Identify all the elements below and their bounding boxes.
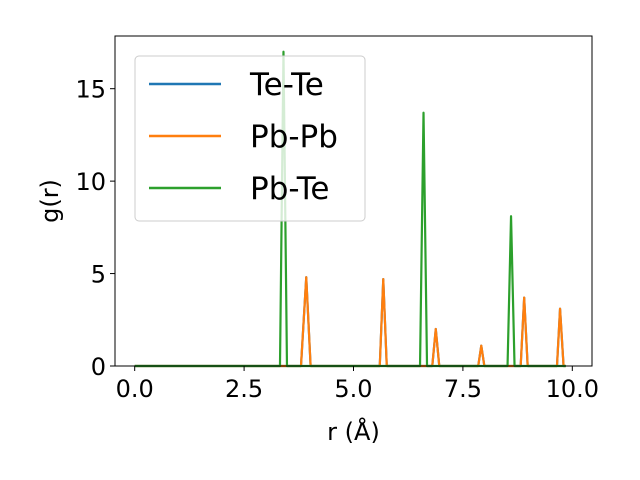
x-tick-label: 5.0 — [334, 375, 372, 403]
y-axis-label: g(r) — [36, 179, 64, 223]
legend-box — [134, 55, 366, 222]
x-tick-label: 10.0 — [546, 375, 599, 403]
y-ticks: 0 5 10 15 — [75, 76, 115, 381]
legend: Te-Te Pb-Pb Pb-Te — [134, 55, 366, 222]
x-tick-label: 7.5 — [444, 375, 482, 403]
y-tick-label: 5 — [91, 261, 106, 289]
x-ticks: 0.0 2.5 5.0 7.5 10.0 — [116, 366, 599, 403]
y-tick-label: 0 — [91, 353, 106, 381]
legend-label-pb-te: Pb-Te — [250, 171, 329, 207]
legend-label-te-te: Te-Te — [249, 67, 324, 103]
x-tick-label: 0.0 — [116, 375, 154, 403]
legend-label-pb-pb: Pb-Pb — [250, 119, 338, 155]
y-tick-label: 10 — [75, 168, 106, 196]
x-tick-label: 2.5 — [225, 375, 263, 403]
y-tick-label: 15 — [75, 76, 106, 104]
x-axis-label: r (Å) — [327, 417, 380, 446]
